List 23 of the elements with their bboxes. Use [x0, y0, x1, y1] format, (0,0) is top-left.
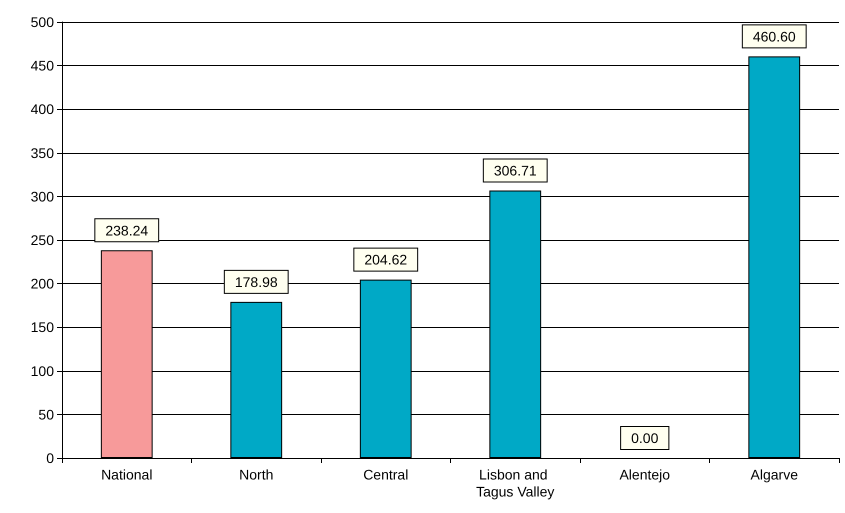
data-label: 0.00: [631, 430, 659, 446]
y-tick-label: 350: [30, 144, 54, 161]
data-label: 178.98: [234, 274, 278, 290]
y-tick-label: 400: [30, 101, 54, 118]
y-tick-label: 200: [30, 276, 54, 292]
x-tick-label: North: [239, 466, 274, 482]
y-tick-label: 150: [30, 319, 54, 336]
data-label: 306.71: [494, 162, 537, 179]
data-label: 204.62: [364, 252, 408, 268]
x-tick-label: Alentejo: [619, 466, 670, 482]
x-tick-label: Algarve: [750, 466, 798, 482]
y-tick-label: 250: [30, 232, 54, 248]
data-label: 238.24: [105, 222, 148, 238]
data-label: 460.60: [752, 28, 796, 44]
x-tick-label: National: [101, 466, 152, 482]
x-tick-label: Lisbon and Tagus Valley: [476, 466, 554, 500]
y-tick-label: 100: [30, 362, 54, 379]
y-tick-label: 450: [30, 58, 54, 74]
x-tick-label: Central: [363, 466, 408, 482]
y-tick-label: 50: [38, 406, 54, 422]
y-tick-label: 300: [30, 188, 54, 204]
y-tick-label: 0: [46, 450, 54, 466]
y-tick-label: 500: [30, 14, 54, 30]
